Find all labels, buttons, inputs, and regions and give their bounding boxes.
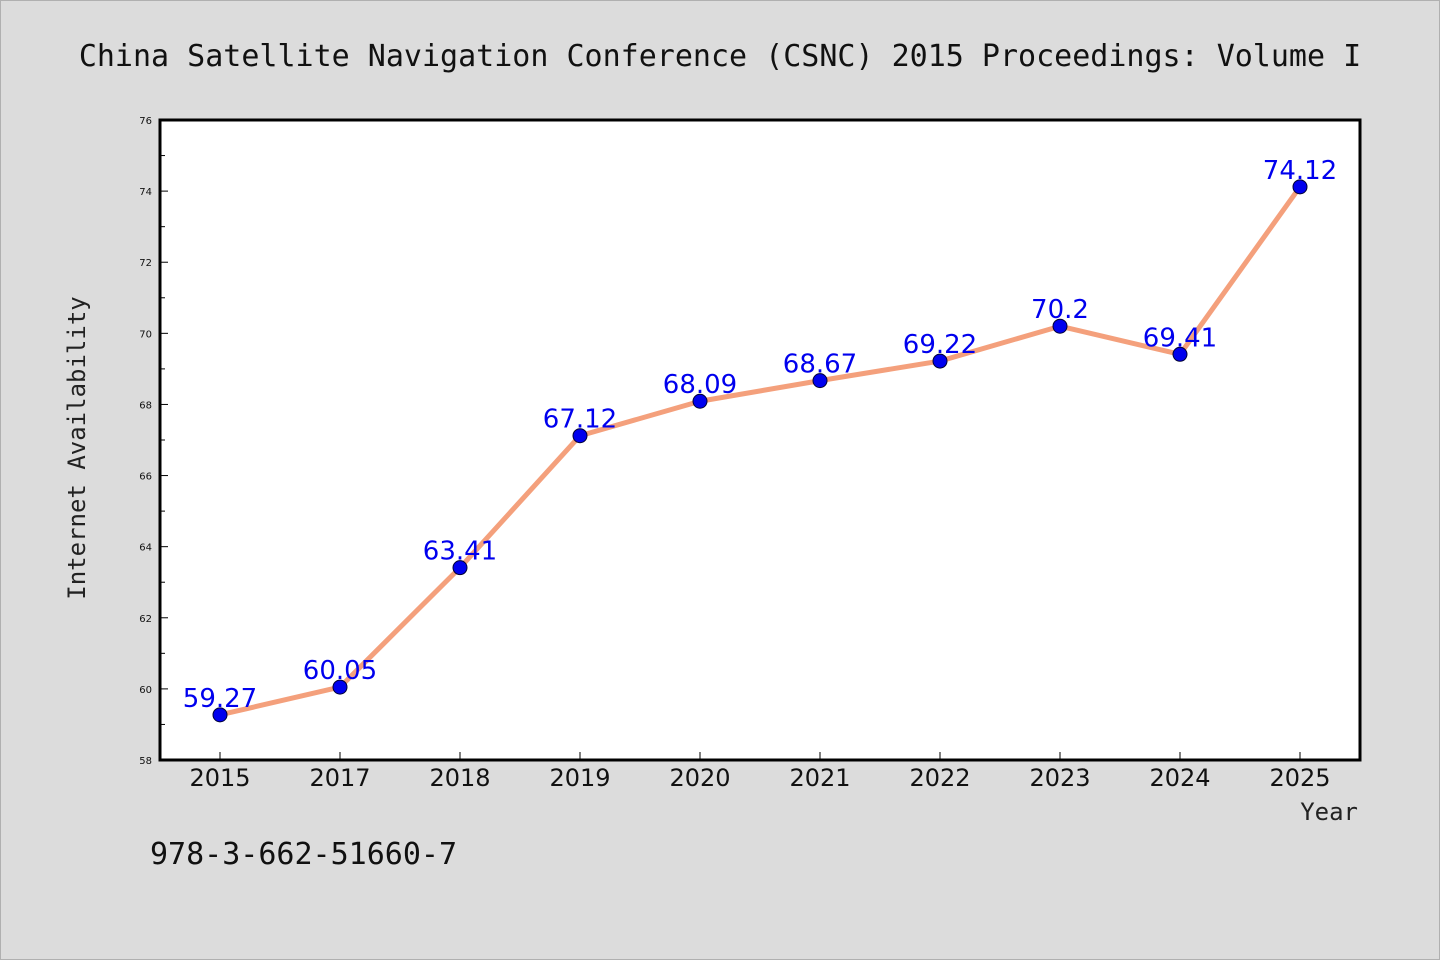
x-axis: 2015 2017 2018 2019 2020 2021 2022 2023 2024 2025	[189, 752, 1331, 792]
data-label: 70.2	[1031, 295, 1089, 325]
data-point	[812, 373, 828, 389]
x-tick-label: 2024	[1149, 764, 1210, 792]
data-label: 60.05	[303, 656, 377, 686]
data-point	[212, 707, 228, 723]
data-point	[572, 428, 588, 444]
y-axis-title: Internet Availability	[63, 296, 91, 599]
data-point	[332, 679, 348, 695]
data-point	[932, 353, 948, 369]
data-point	[1052, 318, 1068, 334]
x-tick-label: 2023	[1029, 764, 1090, 792]
y-tick-label: 72	[139, 258, 152, 269]
y-tick-label: 74	[139, 187, 152, 198]
series-line	[217, 184, 1303, 718]
x-tick-label: 2019	[549, 764, 610, 792]
data-label: 67.12	[543, 405, 617, 435]
chart-title: China Satellite Navigation Conference (C…	[79, 39, 1361, 74]
x-tick-label: 2017	[309, 764, 370, 792]
data-label: 74.12	[1263, 156, 1337, 186]
y-tick-label: 68	[139, 400, 152, 411]
x-tick-label: 2018	[429, 764, 490, 792]
data-point	[452, 560, 468, 576]
y-tick-label: 58	[139, 756, 152, 767]
x-axis-title: Year	[1300, 798, 1358, 826]
y-tick-label: 76	[139, 116, 152, 127]
data-label: 63.41	[423, 537, 497, 567]
y-tick-label: 62	[139, 614, 152, 625]
y-tick-label: 70	[139, 329, 152, 340]
isbn-text: 978-3-662-51660-7	[150, 837, 457, 872]
data-labels: 59.27 60.05 63.41 67.12 68.09 68.67 69.22 70.2 6…	[183, 156, 1337, 714]
x-tick-label: 2015	[189, 764, 250, 792]
data-label: 59.27	[183, 684, 257, 714]
data-label: 68.09	[663, 370, 737, 400]
x-tick-label: 2022	[909, 764, 970, 792]
data-label: 69.41	[1143, 323, 1217, 353]
y-tick-label: 66	[139, 472, 152, 483]
x-tick-label: 2020	[669, 764, 730, 792]
data-point	[692, 393, 708, 409]
x-tick-label: 2025	[1269, 764, 1330, 792]
data-point	[1172, 346, 1188, 362]
plot-area	[158, 118, 1362, 762]
data-point	[1292, 179, 1308, 195]
x-tick-label: 2021	[789, 764, 850, 792]
data-label: 68.67	[783, 350, 857, 380]
y-axis: 58 60 62 64 66 68 70 72 74 76	[139, 116, 168, 767]
y-tick-label: 64	[139, 543, 152, 554]
y-tick-label: 60	[139, 685, 152, 696]
data-label: 69.22	[903, 330, 977, 360]
series-line-group	[212, 179, 1308, 723]
